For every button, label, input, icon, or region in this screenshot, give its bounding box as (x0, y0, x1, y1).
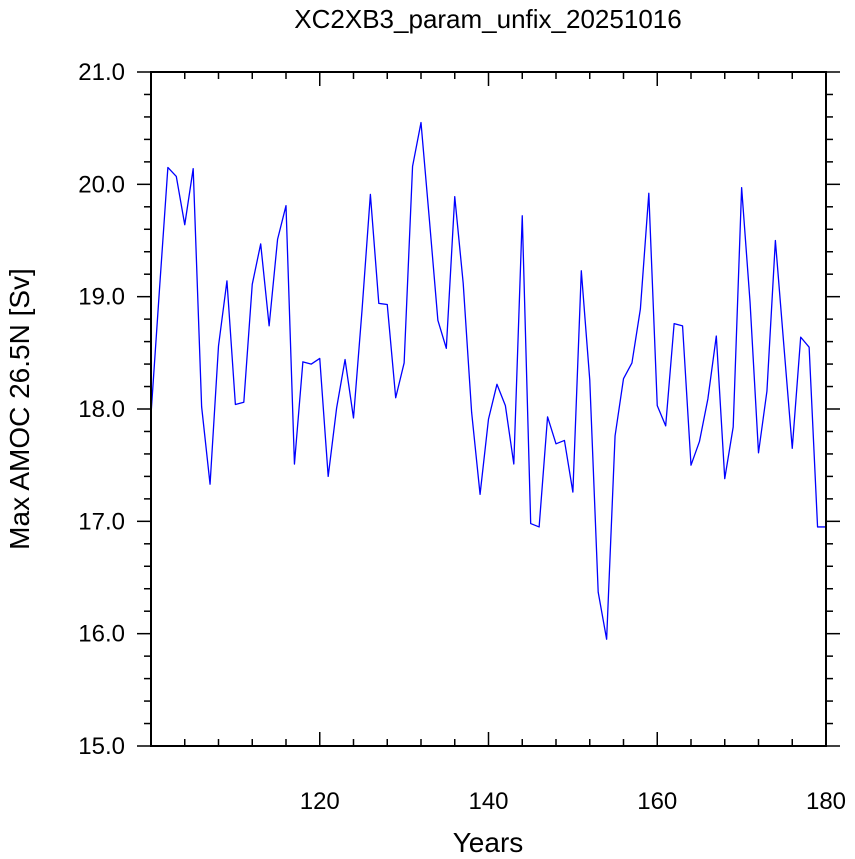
x-tick-label: 120 (300, 788, 340, 815)
y-axis-title: Max AMOC 26.5N [Sv] (4, 268, 35, 550)
y-tick-label: 21.0 (78, 59, 125, 86)
x-axis-title: Years (453, 827, 524, 858)
x-tick-label: 140 (468, 788, 508, 815)
tick-labels: 120 140 160 180 15.0 16.0 17.0 18.0 19.0 20.0 21.0 (78, 59, 846, 815)
plot-area (150, 121, 826, 640)
y-tick-label: 19.0 (78, 284, 125, 311)
y-tick-label: 17.0 (78, 508, 125, 535)
chart-title: XC2XB3_param_unfix_20251016 (294, 4, 681, 34)
y-tick-label: 18.0 (78, 396, 125, 423)
tick-marks (137, 71, 840, 747)
y-tick-label: 20.0 (78, 171, 125, 198)
y-tick-label: 15.0 (78, 733, 125, 760)
x-tick-label: 180 (806, 788, 846, 815)
series-line (150, 121, 826, 640)
y-tick-label: 16.0 (78, 621, 125, 648)
x-tick-label: 160 (637, 788, 677, 815)
plot-frame (150, 71, 827, 747)
